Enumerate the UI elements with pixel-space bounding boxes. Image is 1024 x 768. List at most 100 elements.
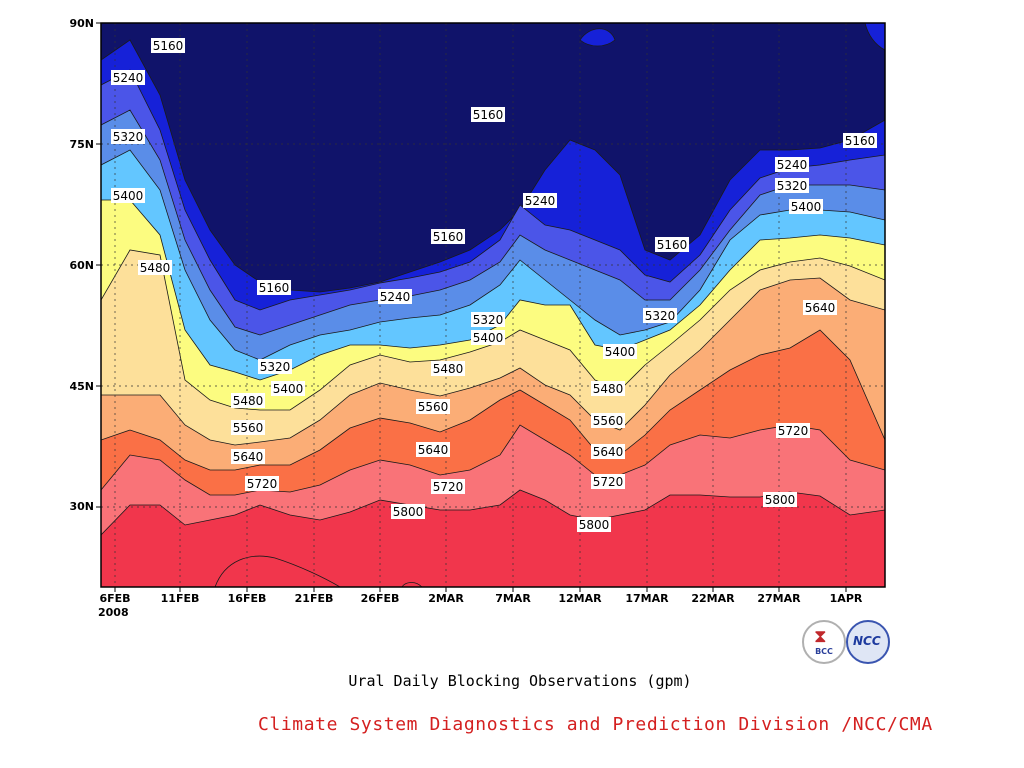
contour-label-text: 5560	[593, 414, 624, 428]
contour-label-text: 5240	[113, 71, 144, 85]
contour-label: 5800	[577, 517, 611, 532]
contour-label-text: 5640	[593, 445, 624, 459]
contour-label-text: 5720	[247, 477, 278, 491]
ncc-logo: NCC	[846, 620, 890, 664]
contour-label-text: 5560	[233, 421, 264, 435]
contour-label: 5160	[843, 133, 877, 148]
bcc-emblem-icon: ⧗	[814, 626, 827, 647]
contour-label: 5240	[523, 193, 557, 208]
contour-label: 5560	[591, 413, 625, 428]
contour-label-text: 5240	[525, 194, 556, 208]
contour-label: 5800	[391, 504, 425, 519]
contour-label-text: 5800	[393, 505, 424, 519]
bcc-logo-text: BCC	[815, 647, 833, 656]
contour-label: 5320	[775, 178, 809, 193]
contour-label: 5240	[775, 157, 809, 172]
contour-label-text: 5160	[433, 230, 464, 244]
contour-label: 5640	[591, 444, 625, 459]
contour-fills	[101, 23, 885, 587]
contour-label-text: 5160	[845, 134, 876, 148]
contour-label: 5560	[416, 399, 450, 414]
contour-label-text: 5400	[473, 331, 504, 345]
contour-label-text: 5640	[805, 301, 836, 315]
contour-label: 5240	[111, 70, 145, 85]
contour-label-text: 5320	[473, 313, 504, 327]
contour-label-text: 5800	[765, 493, 796, 507]
chart-title: Ural Daily Blocking Observations (gpm)	[348, 672, 692, 690]
contour-label-text: 5560	[418, 400, 449, 414]
contour-label-text: 5720	[778, 424, 809, 438]
contour-label: 5800	[763, 492, 797, 507]
contour-label-text: 5320	[113, 130, 144, 144]
contour-label: 5320	[643, 308, 677, 323]
contour-label-text: 5720	[593, 475, 624, 489]
contour-label-text: 5480	[593, 382, 624, 396]
contour-label-text: 5640	[418, 443, 449, 457]
contour-label: 5160	[471, 107, 505, 122]
contour-label: 5720	[431, 479, 465, 494]
x-tick-label: 16FEB	[227, 592, 267, 605]
x-tick-label: 7MAR	[495, 592, 531, 605]
y-tick-label: 90N	[69, 17, 94, 30]
y-tick-label: 60N	[69, 259, 94, 272]
gridlines	[101, 23, 885, 587]
contour-band	[214, 555, 341, 587]
contour-label: 5640	[803, 300, 837, 315]
contour-label-text: 5240	[777, 158, 808, 172]
contour-label-text: 5720	[433, 480, 464, 494]
contour-label-text: 5320	[777, 179, 808, 193]
contour-label: 5240	[378, 289, 412, 304]
contour-label-text: 5160	[153, 39, 184, 53]
plot-frame	[100, 22, 886, 588]
contour-label-text: 5400	[273, 382, 304, 396]
ncc-logo-text: NCC	[853, 634, 881, 648]
x-tick-label: 26FEB	[360, 592, 400, 605]
contour-label: 5160	[655, 237, 689, 252]
contour-label-text: 5800	[579, 518, 610, 532]
contour-label: 5160	[151, 38, 185, 53]
contour-label: 5480	[231, 393, 265, 408]
contour-label: 5400	[471, 330, 505, 345]
x-tick-label: 22MAR	[691, 592, 735, 605]
x-tick-label: 17MAR	[625, 592, 669, 605]
contour-label-text: 5160	[259, 281, 290, 295]
bcc-logo: ⧗ BCC	[802, 620, 846, 664]
contour-label-text: 5240	[380, 290, 411, 304]
x-tick-label: 2MAR	[428, 592, 464, 605]
contour-label: 5320	[471, 312, 505, 327]
contour-label-text: 5160	[473, 108, 504, 122]
contour-label: 5160	[431, 229, 465, 244]
contour-label: 5320	[111, 129, 145, 144]
contour-label: 5640	[416, 442, 450, 457]
contour-label: 5400	[603, 344, 637, 359]
contour-band	[579, 28, 616, 47]
contour-label: 5480	[138, 260, 172, 275]
contour-label: 5400	[111, 188, 145, 203]
contour-band	[864, 23, 885, 51]
contour-label: 5720	[245, 476, 279, 491]
x-tick-label: 1APR	[829, 592, 863, 605]
contour-label-text: 5320	[645, 309, 676, 323]
contour-band	[101, 489, 885, 587]
contour-label: 5160	[257, 280, 291, 295]
contour-label-text: 5640	[233, 450, 264, 464]
contour-label: 5480	[431, 361, 465, 376]
y-tick-label: 30N	[69, 500, 94, 513]
y-tick-label: 45N	[69, 380, 94, 393]
contour-label: 5640	[231, 449, 265, 464]
contour-label-text: 5400	[113, 189, 144, 203]
contour-label-text: 5400	[791, 200, 822, 214]
contour-label: 5560	[231, 420, 265, 435]
contour-label: 5400	[789, 199, 823, 214]
contour-label-text: 5320	[260, 360, 291, 374]
x-tick-label: 27MAR	[757, 592, 801, 605]
x-tick-label: 21FEB	[294, 592, 334, 605]
y-tick-label: 75N	[69, 138, 94, 151]
x-tick-label: 12MAR	[558, 592, 602, 605]
credit-line: Climate System Diagnostics and Predictio…	[258, 714, 933, 735]
contour-label: 5320	[258, 359, 292, 374]
contour-label: 5720	[776, 423, 810, 438]
contour-label: 5720	[591, 474, 625, 489]
contour-label-text: 5480	[233, 394, 264, 408]
x-tick-label: 11FEB	[160, 592, 200, 605]
